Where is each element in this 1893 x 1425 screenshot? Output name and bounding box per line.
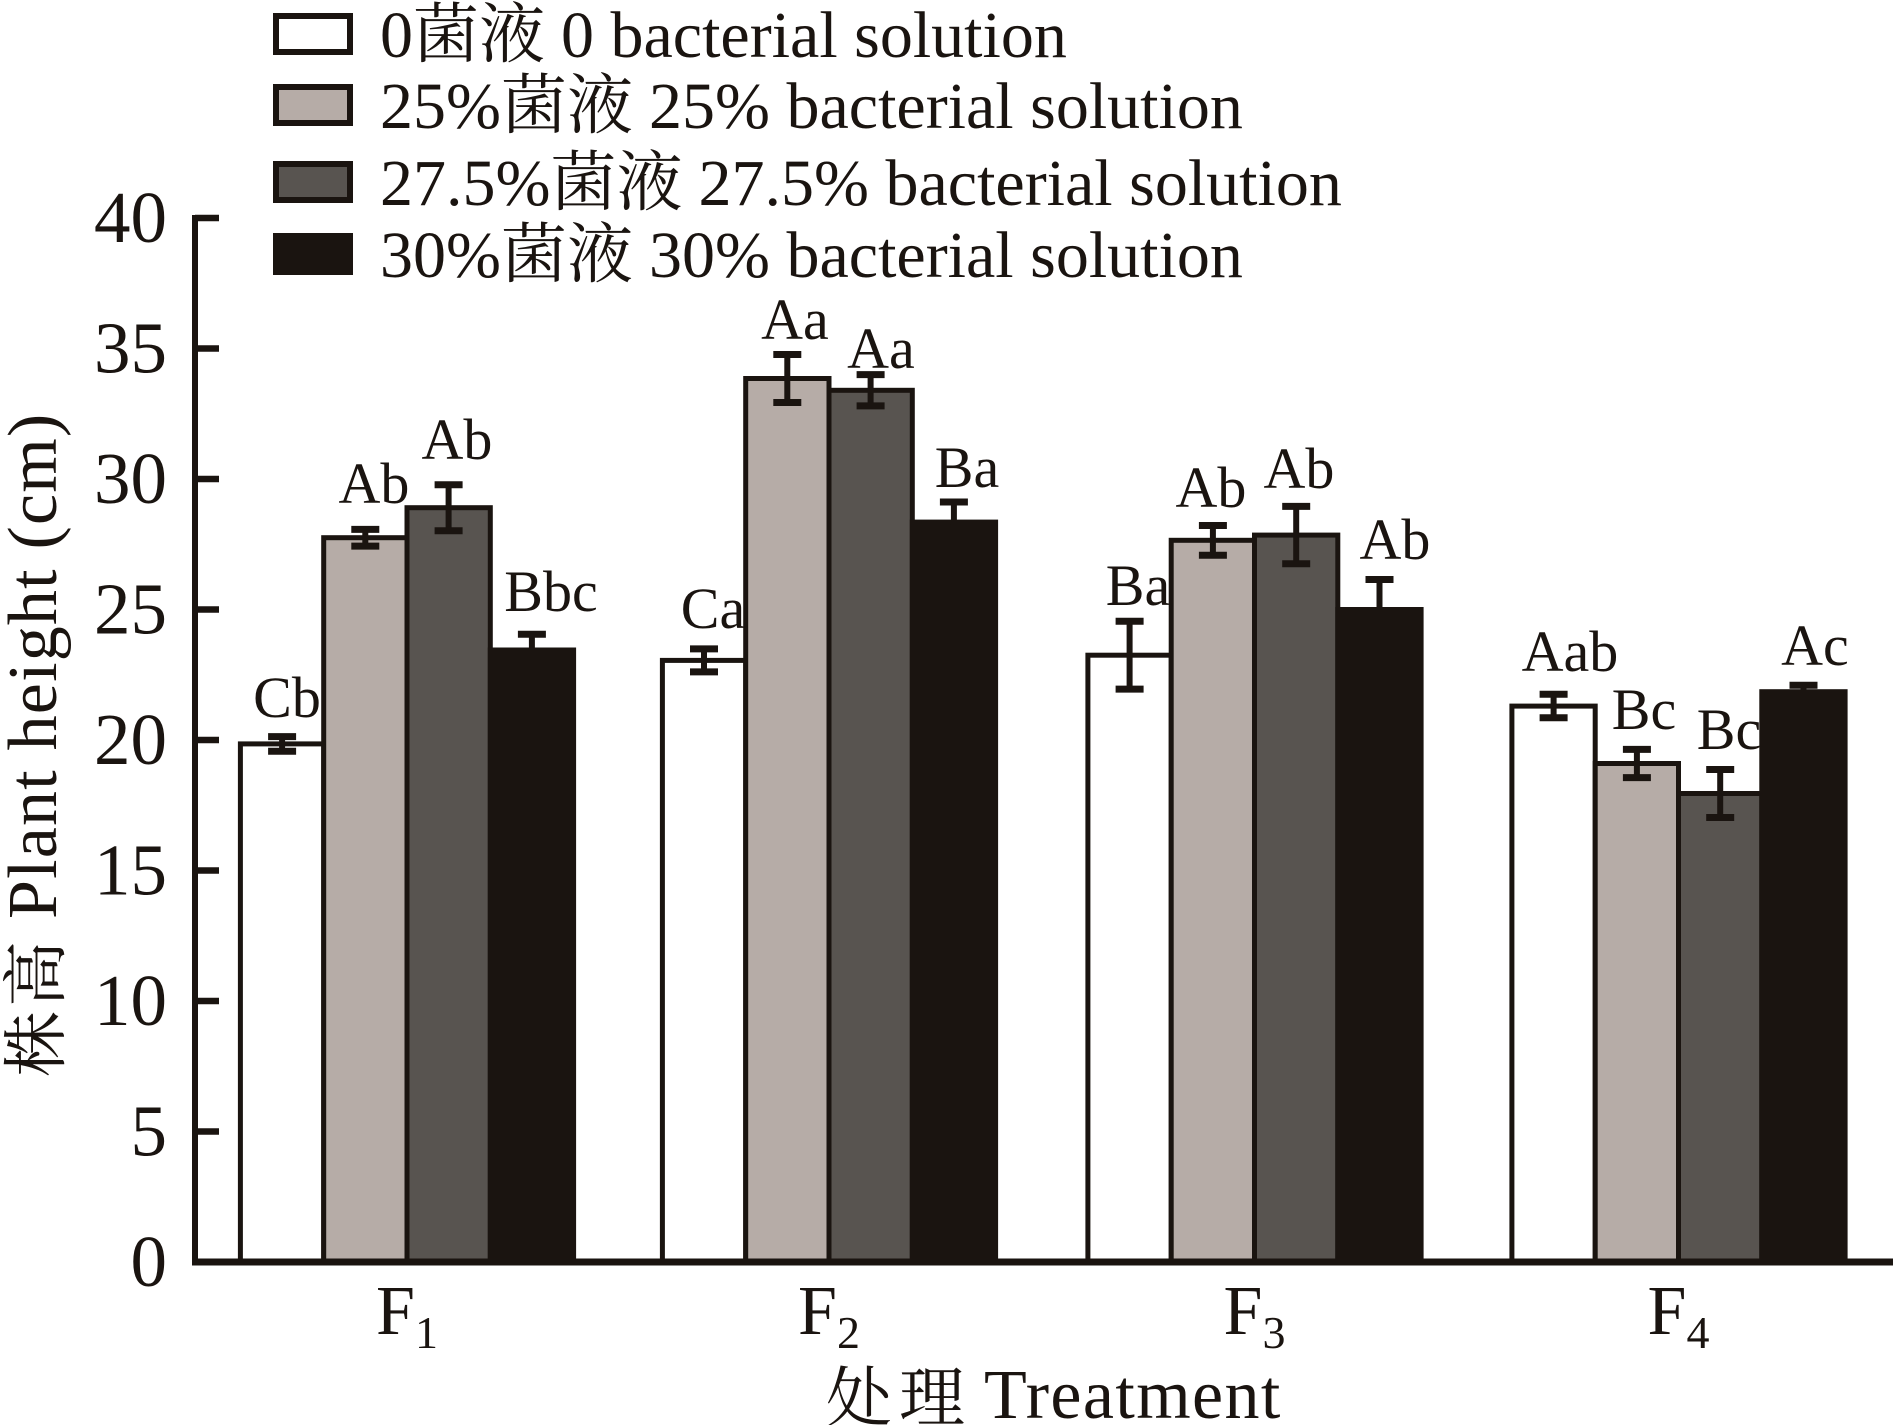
svg-text:Ab: Ab: [1264, 436, 1335, 501]
svg-text:25: 25: [94, 569, 167, 650]
svg-text:30% bacterial solution: 30% bacterial solution: [649, 219, 1243, 292]
svg-text:Ba: Ba: [935, 435, 999, 500]
svg-text:Aa: Aa: [761, 287, 829, 352]
svg-text:35: 35: [94, 308, 167, 389]
svg-text:20: 20: [94, 699, 167, 780]
svg-text:Ab: Ab: [1176, 455, 1247, 520]
svg-text:Aa: Aa: [847, 316, 915, 381]
svg-text:15: 15: [94, 830, 167, 911]
svg-text:40: 40: [94, 177, 167, 258]
svg-text:Bbc: Bbc: [504, 559, 597, 624]
svg-text:Cb: Cb: [253, 665, 321, 730]
svg-text:Ac: Ac: [1781, 613, 1849, 678]
svg-text:Ba: Ba: [1106, 553, 1170, 618]
svg-text:0 bacterial solution: 0 bacterial solution: [561, 0, 1067, 72]
svg-text:Bc: Bc: [1612, 677, 1676, 742]
svg-text:F2: F2: [798, 1273, 860, 1358]
svg-text:27.5% bacterial solution: 27.5% bacterial solution: [699, 147, 1342, 220]
svg-text:27.5%: 27.5%: [380, 147, 550, 220]
svg-text:Ab: Ab: [339, 451, 410, 516]
svg-text:25%: 25%: [380, 70, 501, 143]
svg-text:25% bacterial solution: 25% bacterial solution: [649, 70, 1243, 143]
svg-text:Bc: Bc: [1697, 697, 1761, 762]
svg-text:30: 30: [94, 438, 167, 519]
svg-text:Treatment: Treatment: [984, 1357, 1282, 1425]
svg-text:Plant height (cm): Plant height (cm): [0, 413, 72, 919]
svg-text:5: 5: [131, 1091, 168, 1172]
svg-text:0: 0: [380, 0, 413, 72]
svg-text:10: 10: [94, 960, 167, 1041]
svg-text:Ab: Ab: [422, 407, 493, 472]
svg-text:30%: 30%: [380, 219, 501, 292]
svg-text:Ab: Ab: [1360, 507, 1431, 572]
svg-text:0: 0: [131, 1221, 168, 1302]
svg-text:Aab: Aab: [1522, 619, 1619, 684]
svg-text:Ca: Ca: [681, 576, 745, 641]
